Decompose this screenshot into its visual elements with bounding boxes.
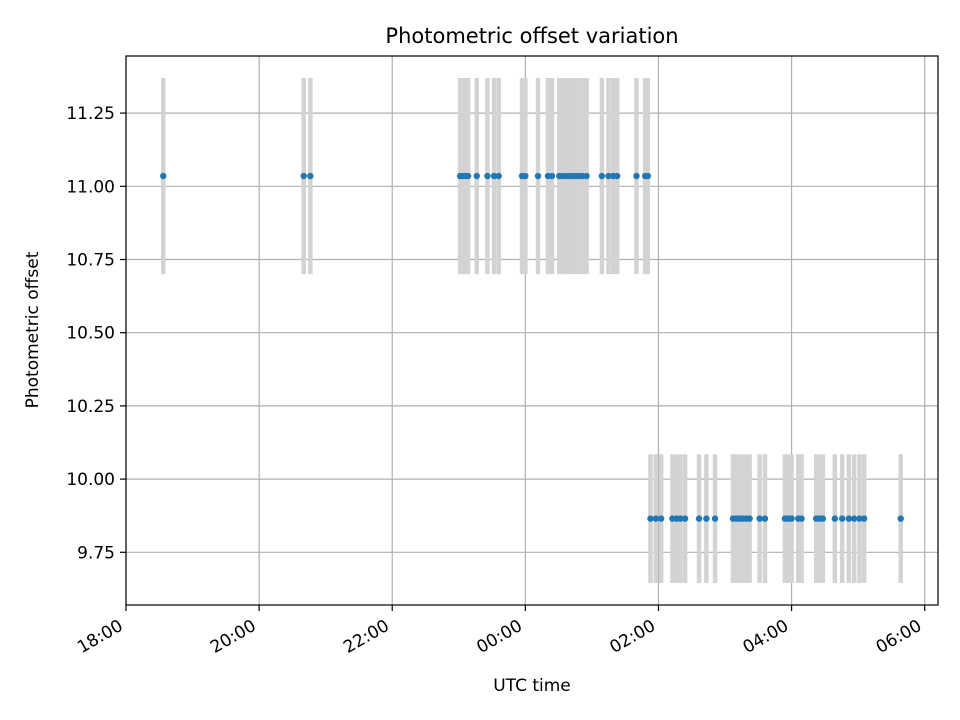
data-point bbox=[307, 172, 314, 180]
data-point bbox=[711, 515, 719, 522]
data-point bbox=[548, 172, 556, 180]
data-point bbox=[647, 515, 654, 522]
data-point bbox=[856, 515, 863, 522]
data-point bbox=[897, 515, 904, 522]
data-point bbox=[495, 172, 502, 180]
data-point bbox=[613, 172, 621, 180]
data-point bbox=[798, 515, 805, 522]
data-point bbox=[756, 515, 763, 522]
data-point bbox=[819, 515, 827, 522]
grid bbox=[125, 56, 938, 605]
chart-title: Photometric offset variation bbox=[385, 24, 678, 48]
x-axis-label: UTC time bbox=[493, 676, 571, 696]
data-point bbox=[681, 515, 689, 522]
y-tick-label: 11.25 bbox=[66, 104, 115, 124]
data-point bbox=[484, 172, 491, 180]
data-point bbox=[652, 515, 659, 522]
data-point bbox=[534, 172, 542, 180]
data-point bbox=[831, 515, 839, 522]
data-point bbox=[695, 515, 703, 522]
data-point bbox=[522, 172, 529, 180]
y-tick-label: 10.00 bbox=[66, 470, 115, 490]
data-point bbox=[300, 172, 307, 180]
y-axis: 9.75 10.00 10.25 10.50 10.75 11.00 11.25 bbox=[66, 104, 126, 563]
data-point bbox=[845, 515, 853, 522]
y-tick-label: 10.25 bbox=[66, 397, 115, 417]
y-tick-label: 9.75 bbox=[77, 543, 115, 563]
data-point bbox=[746, 515, 753, 522]
data-point bbox=[490, 172, 498, 180]
data-point bbox=[703, 515, 710, 522]
data-point bbox=[761, 515, 769, 522]
y-axis-label: Photometric offset bbox=[23, 251, 43, 408]
data-point bbox=[860, 515, 868, 522]
data-point bbox=[464, 172, 472, 180]
data-point bbox=[473, 172, 480, 180]
data-point bbox=[838, 515, 846, 522]
data-point bbox=[605, 172, 612, 180]
data-point bbox=[160, 172, 167, 180]
y-tick-label: 10.75 bbox=[66, 250, 115, 270]
data-point bbox=[644, 172, 652, 180]
data-point bbox=[850, 515, 858, 522]
y-tick-label: 11.00 bbox=[66, 177, 115, 197]
data-point bbox=[633, 172, 640, 180]
data-point bbox=[598, 172, 606, 180]
plot-frame bbox=[125, 55, 939, 606]
data-point bbox=[583, 172, 590, 180]
data-point bbox=[788, 515, 795, 522]
y-tick-label: 10.50 bbox=[66, 324, 115, 344]
data-points bbox=[160, 172, 904, 522]
data-point bbox=[677, 515, 684, 522]
data-point bbox=[657, 515, 665, 522]
